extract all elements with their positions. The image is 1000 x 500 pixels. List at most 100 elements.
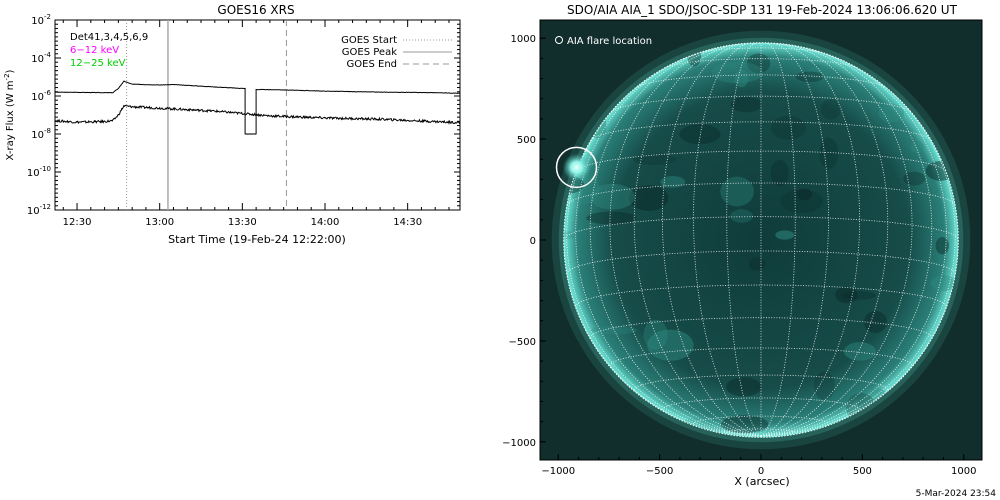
texture-blob [775,230,795,240]
y-tick-label: 10-8 [31,127,51,141]
texture-blob [628,185,669,211]
legend-start-label: GOES Start [341,35,397,46]
texture-blob [748,257,766,271]
texture-blob [910,141,924,154]
y-tick-label: 10-12 [27,203,51,217]
grid-line [760,47,933,437]
aia-x-tick-label: 0 [758,466,764,477]
aia-y-axis: 1000 500 0 −500 −1000 [502,34,546,449]
texture-blob [819,137,839,170]
grid-line [609,347,913,366]
grid-line [760,42,796,437]
aia-x-tick-label: 500 [853,466,872,477]
aia-y-tick-label: 500 [517,135,536,146]
aia-y-tick-label: 0 [530,236,536,247]
texture-blob [807,66,840,80]
aia-x-tick-label: 1000 [951,466,976,477]
x-tick-label: 12:30 [63,217,92,228]
grid-line [693,42,762,437]
grid-line [726,42,762,437]
texture-blob [711,61,763,84]
band-high-label: 12−25 keV [70,58,126,69]
solar-limb [563,42,959,438]
texture-blob [770,115,807,140]
grid-line [609,44,762,437]
grid-line [760,43,889,437]
texture-blob [770,159,789,187]
grid-line [575,150,947,173]
texture-blob [730,209,753,223]
lightcurve-x-label: Start Time (19-Feb-24 12:22:00) [168,233,346,246]
texture-blob [864,311,887,333]
detectors-label: Det41,3,4,5,6,9 [70,32,148,43]
lightcurve-frame [54,19,461,211]
aia-title: SDO/AIA AIA_1 SDO/JSOC-SDP 131 19-Feb-20… [567,3,958,17]
grid-line [760,44,913,437]
grid-line [693,415,829,425]
lightcurve-series [55,80,460,135]
texture-blob [586,211,637,225]
grid-line [610,95,912,113]
legend-peak-label: GOES Peak [342,47,397,58]
y-tick-label: 10-4 [31,51,51,65]
aia-x-tick-label: −1000 [541,466,575,477]
texture-blob [780,189,823,213]
grid-line [633,43,762,437]
texture-blob [647,329,694,361]
band-low-label: 6−12 keV [70,45,119,56]
grid-line [566,182,956,206]
flare-legend-label: AIA flare location [567,36,652,47]
texture-blob [820,98,841,120]
legend-end-label: GOES End [347,59,397,70]
texture-blob [878,104,905,123]
aia-x-axis: −1000 −500 0 500 1000 [541,454,976,477]
grid-line [590,121,932,141]
event-markers [126,20,287,210]
texture-blob [795,71,825,83]
texture-blob [720,415,769,434]
texture-blob [679,124,721,145]
texture-blob [643,319,668,350]
solar-disk-group [551,30,971,450]
lightcurve-x-axis: 12:30 13:00 13:30 14:00 14:30 [63,20,450,228]
texture-blob [935,237,949,255]
grid-line [589,47,762,437]
texture-blob [930,275,956,292]
x-tick-label: 14:30 [393,217,422,228]
lightcurve-title: GOES16 XRS [217,3,294,17]
texture-blob [720,176,754,207]
aia-y-tick-label: −500 [509,337,536,348]
texture-blob [843,342,876,361]
flare-emission [562,153,591,182]
texture-blob [660,176,686,188]
texture-blob [903,171,926,186]
y-tick-label: 10-6 [31,89,51,103]
lightcurve-legend: GOES Start GOES Peak GOES End [341,35,452,70]
aia-y-tick-label: −1000 [502,438,536,449]
aia-x-tick-label: −500 [646,466,673,477]
x-tick-label: 14:00 [311,217,340,228]
texture-blob [796,188,813,200]
texture-blob [813,371,835,400]
texture-blob [835,286,858,304]
footer-timestamp: 5-Mar-2024 23:54 [916,489,997,499]
aia-legend: AIA flare location [555,36,652,47]
lightcurve-y-axis: 10-2 10-4 10-6 10-8 10-10 10-12 [27,13,460,217]
series-line-0 [55,80,460,135]
texture-blob [590,325,637,335]
aia-x-label: X (arcsec) [734,475,789,488]
lightcurve-panel: GOES16 XRS 10-2 10-4 10-6 10-8 10-10 10-12 12… [3,3,461,246]
x-tick-label: 13:30 [228,217,257,228]
lightcurve-y-label: X-ray Flux (W m-2) [3,69,16,160]
grid-line [760,42,829,437]
texture-blob [730,96,762,113]
flare-legend-marker-icon [555,36,563,44]
texture-blob [590,183,636,210]
grid-line [589,317,933,338]
x-tick-label: 13:00 [145,217,174,228]
flare-location-marker [555,146,598,189]
grid-line [635,74,887,88]
y-tick-label: 10-2 [31,13,51,27]
aia-panel: SDO/AIA AIA_1 SDO/JSOC-SDP 131 19-Feb-20… [502,3,983,488]
